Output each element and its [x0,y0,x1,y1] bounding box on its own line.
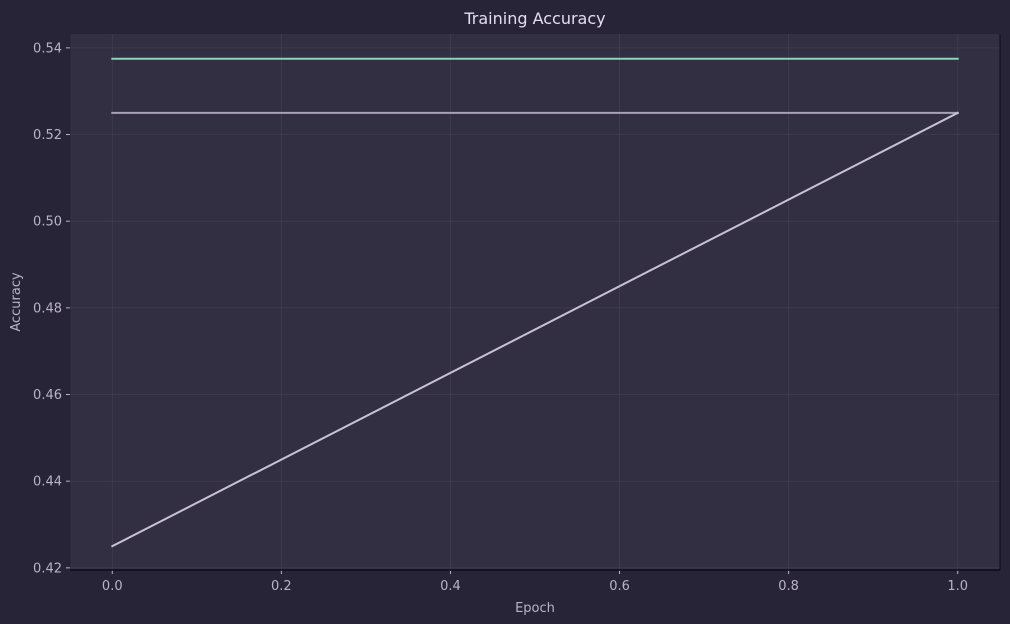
grid [70,34,1000,570]
y-tick-label: 0.52 [33,128,62,143]
x-axis-label: Epoch [515,601,555,616]
plot-area [70,34,1000,570]
y-tick-label: 0.50 [33,215,62,230]
y-axis-label: Accuracy [9,272,24,332]
y-tick-label: 0.46 [33,388,62,403]
y-tick-label: 0.54 [33,41,62,56]
y-tick-label: 0.48 [33,301,62,316]
x-tick-label: 0.2 [271,579,292,594]
y-tick-label: 0.42 [33,561,62,576]
chart-title: Training Accuracy [463,9,605,28]
x-tick-label: 0.6 [609,579,630,594]
series-lines [110,57,960,548]
x-tick-label: 0.0 [102,579,123,594]
series-line-3 [110,111,960,548]
y-tick-label: 0.44 [33,475,62,490]
x-tick-label: 1.0 [947,579,968,594]
x-tick-label: 0.8 [778,579,799,594]
x-tick-label: 0.4 [440,579,461,594]
axes: 0.0 0.2 0.4 0.6 0.8 1.0 0.42 0.44 0.46 0.48 0.50 0.… [33,34,1001,594]
